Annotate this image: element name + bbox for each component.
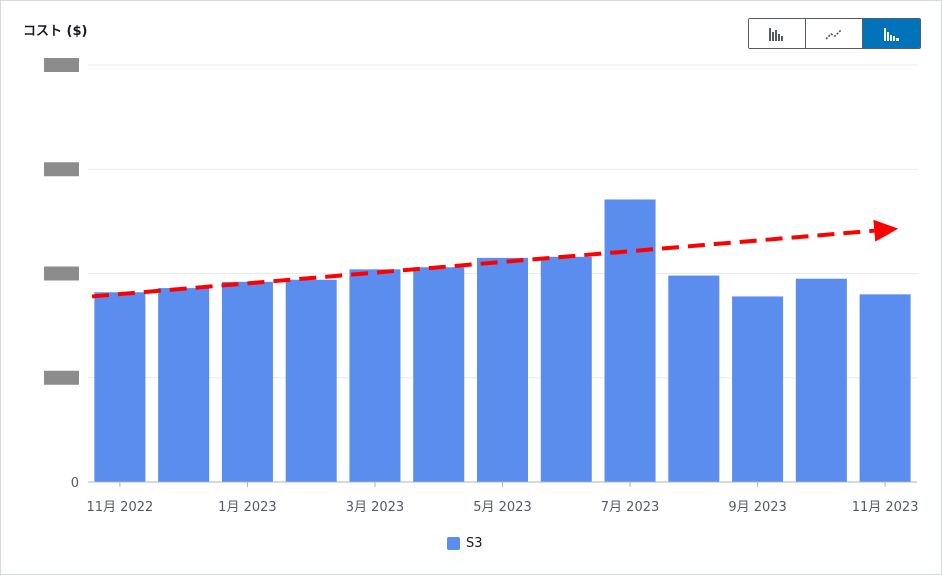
redacted-tick-label — [44, 370, 79, 385]
bar — [604, 199, 656, 483]
x-tick-label: 5月 2023 — [473, 500, 532, 515]
y-axis-title: コスト ($) — [23, 24, 88, 39]
bar — [221, 281, 273, 482]
x-tick-label: 1月 2023 — [218, 500, 277, 515]
line-chart-button[interactable] — [806, 19, 863, 48]
chart-type-toggle — [748, 18, 921, 49]
cost-bar-chart: 0 11月 2022 1月 2023 3月 2023 5月 2023 7月 2023 9月 … — [44, 58, 919, 515]
bar — [349, 269, 401, 482]
legend[interactable]: S3 — [447, 536, 483, 551]
line-chart-icon — [825, 28, 842, 40]
trend-line — [91, 228, 875, 299]
redacted-tick-label — [44, 58, 79, 72]
bar — [668, 275, 720, 482]
x-tick-label: 9月 2023 — [728, 500, 787, 515]
redacted-tick-label — [44, 162, 79, 177]
redacted-tick-label — [44, 266, 79, 281]
bar — [540, 256, 592, 482]
bar-chart-button[interactable] — [749, 19, 806, 48]
x-tick-label: 11月 2023 — [852, 500, 919, 515]
legend-label-s3: S3 — [466, 536, 483, 551]
bar — [158, 288, 210, 482]
x-tick-label: 3月 2023 — [346, 500, 405, 515]
bar — [859, 294, 911, 482]
bar — [795, 278, 847, 482]
bar — [94, 292, 146, 482]
bar — [476, 257, 529, 482]
stacked-bar-chart-icon — [883, 27, 899, 41]
bar — [285, 279, 337, 482]
x-tick-label: 7月 2023 — [601, 500, 660, 515]
x-tick-label: 11月 2022 — [87, 500, 154, 515]
stacked-bar-chart-button[interactable] — [863, 19, 920, 48]
y-tick-label: 0 — [71, 476, 79, 491]
trend-arrowhead — [873, 219, 899, 242]
bar — [413, 267, 465, 482]
bar — [732, 296, 784, 482]
bar-chart-icon — [769, 27, 783, 41]
legend-swatch — [447, 537, 460, 550]
